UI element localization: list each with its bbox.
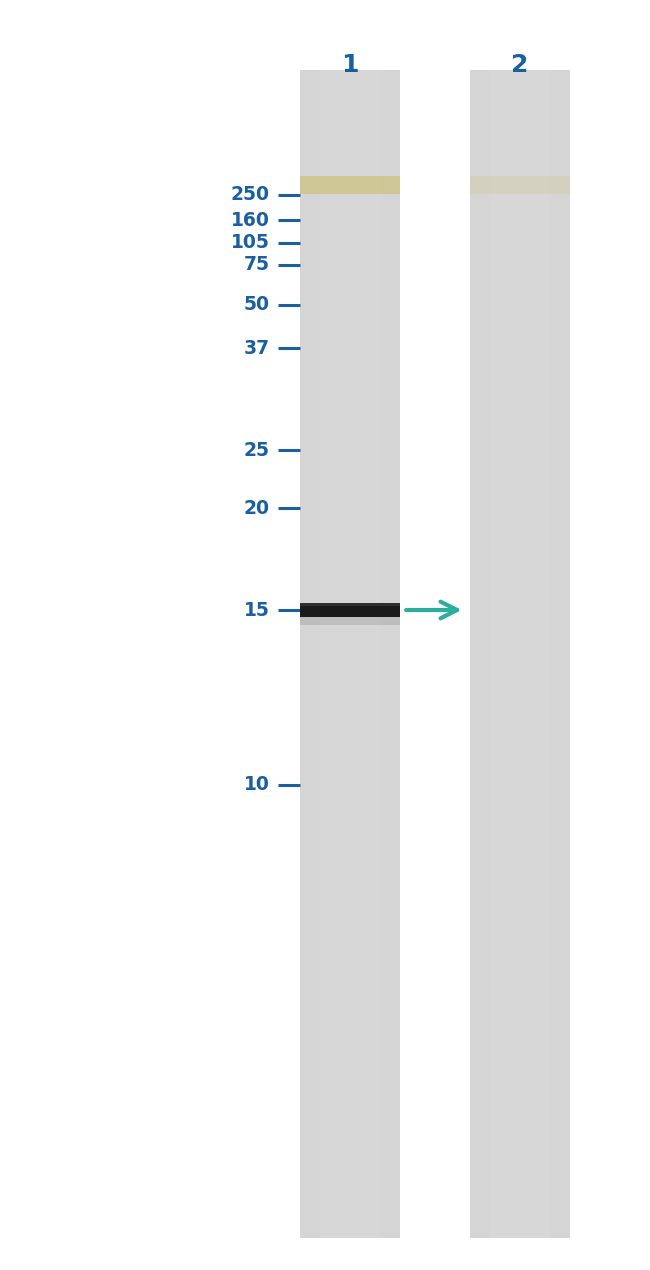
Text: 37: 37 <box>244 339 270 357</box>
Text: 50: 50 <box>244 296 270 315</box>
Text: 10: 10 <box>244 776 270 795</box>
Bar <box>300 603 400 617</box>
Text: 250: 250 <box>231 185 270 204</box>
Bar <box>320 70 380 1238</box>
Text: 20: 20 <box>244 499 270 517</box>
Bar <box>490 70 550 1238</box>
Text: 160: 160 <box>231 211 270 230</box>
Text: 25: 25 <box>244 441 270 460</box>
Text: 105: 105 <box>231 234 270 253</box>
Bar <box>300 603 400 606</box>
Bar <box>300 177 400 194</box>
Bar <box>300 617 400 625</box>
Bar <box>469 177 571 194</box>
Text: 2: 2 <box>512 53 528 77</box>
Bar <box>469 70 571 1238</box>
Bar <box>300 70 400 1238</box>
Text: 1: 1 <box>341 53 359 77</box>
Text: 15: 15 <box>244 601 270 620</box>
Text: 75: 75 <box>244 255 270 274</box>
